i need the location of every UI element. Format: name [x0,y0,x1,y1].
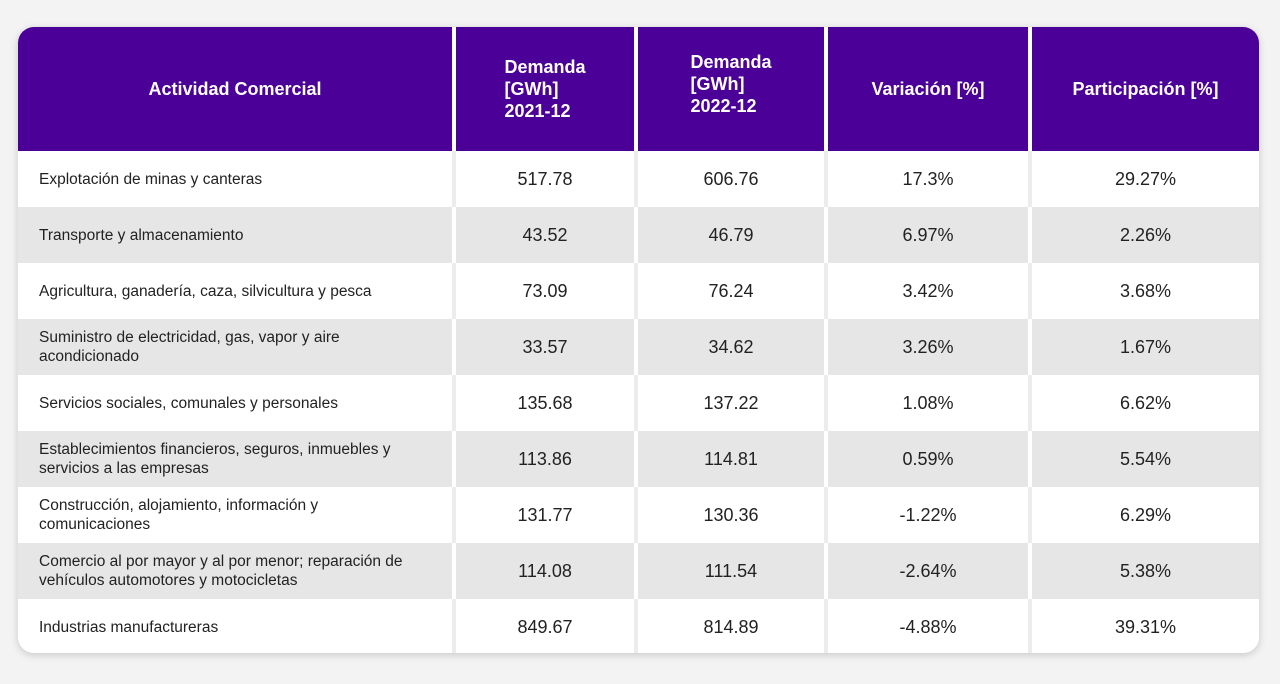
table-row: Transporte y almacenamiento 43.52 46.79 … [18,207,1259,263]
cell-activity: Explotación de minas y canteras [18,151,456,207]
header-demand-2021-line1: Demanda [504,57,586,77]
cell-variation: 0.59% [826,431,1032,487]
cell-variation: -4.88% [826,599,1032,653]
cell-demand-2021: 114.08 [454,543,638,599]
cell-participation: 6.29% [1030,487,1259,543]
cell-participation: 1.67% [1030,319,1259,375]
cell-participation: 3.68% [1030,263,1259,319]
demand-by-activity-table: Actividad Comercial Demanda [GWh] 2021-1… [18,27,1259,653]
cell-participation: 29.27% [1030,151,1259,207]
cell-demand-2021: 849.67 [454,599,638,653]
cell-demand-2022: 34.62 [636,319,828,375]
table-row: Agricultura, ganadería, caza, silvicultu… [18,263,1259,319]
cell-activity: Industrias manufactureras [18,599,456,653]
cell-demand-2022: 114.81 [636,431,828,487]
cell-participation: 2.26% [1030,207,1259,263]
header-demand-2021-line2: [GWh] [504,79,559,99]
cell-demand-2021: 113.86 [454,431,638,487]
header-variation: Variación [%] [826,27,1032,151]
table-row: Explotación de minas y canteras 517.78 6… [18,151,1259,207]
cell-demand-2022: 814.89 [636,599,828,653]
header-activity-label: Actividad Comercial [148,79,322,99]
cell-participation: 6.62% [1030,375,1259,431]
cell-activity: Agricultura, ganadería, caza, silvicultu… [18,263,456,319]
cell-variation: 3.42% [826,263,1032,319]
header-activity: Actividad Comercial [18,27,456,151]
table-row: Construcción, alojamiento, información y… [18,487,1259,543]
header-demand-2022-line3: 2022-12 [690,96,757,116]
cell-variation: 6.97% [826,207,1032,263]
cell-demand-2021: 135.68 [454,375,638,431]
header-demand-2022-line2: [GWh] [690,74,745,94]
cell-participation: 39.31% [1030,599,1259,653]
cell-activity: Suministro de electricidad, gas, vapor y… [18,319,456,375]
cell-demand-2022: 76.24 [636,263,828,319]
cell-activity: Construcción, alojamiento, información y… [18,487,456,543]
demand-table-card: Actividad Comercial Demanda [GWh] 2021-1… [18,27,1259,653]
cell-activity: Transporte y almacenamiento [18,207,456,263]
table-row: Establecimientos financieros, seguros, i… [18,431,1259,487]
table-row: Servicios sociales, comunales y personal… [18,375,1259,431]
cell-variation: -1.22% [826,487,1032,543]
header-demand-2021: Demanda [GWh] 2021-12 [454,27,638,151]
cell-participation: 5.38% [1030,543,1259,599]
cell-demand-2022: 46.79 [636,207,828,263]
cell-demand-2022: 130.36 [636,487,828,543]
header-demand-2022: Demanda [GWh] 2022-12 [636,27,828,151]
table-header-row: Actividad Comercial Demanda [GWh] 2021-1… [18,27,1259,151]
cell-demand-2021: 517.78 [454,151,638,207]
cell-demand-2022: 606.76 [636,151,828,207]
cell-variation: 1.08% [826,375,1032,431]
cell-demand-2021: 43.52 [454,207,638,263]
cell-variation: 3.26% [826,319,1032,375]
cell-activity: Establecimientos financieros, seguros, i… [18,431,456,487]
cell-demand-2021: 33.57 [454,319,638,375]
header-variation-label: Variación [%] [871,79,985,99]
cell-activity: Servicios sociales, comunales y personal… [18,375,456,431]
table-row: Industrias manufactureras 849.67 814.89 … [18,599,1259,653]
cell-variation: -2.64% [826,543,1032,599]
cell-demand-2021: 73.09 [454,263,638,319]
header-demand-2021-line3: 2021-12 [504,101,571,121]
table-row: Comercio al por mayor y al por menor; re… [18,543,1259,599]
table-row: Suministro de electricidad, gas, vapor y… [18,319,1259,375]
header-participation-label: Participación [%] [1072,79,1219,99]
header-participation: Participación [%] [1030,27,1259,151]
cell-demand-2022: 111.54 [636,543,828,599]
cell-demand-2021: 131.77 [454,487,638,543]
cell-activity: Comercio al por mayor y al por menor; re… [18,543,456,599]
cell-variation: 17.3% [826,151,1032,207]
header-demand-2022-line1: Demanda [690,52,772,72]
cell-participation: 5.54% [1030,431,1259,487]
cell-demand-2022: 137.22 [636,375,828,431]
